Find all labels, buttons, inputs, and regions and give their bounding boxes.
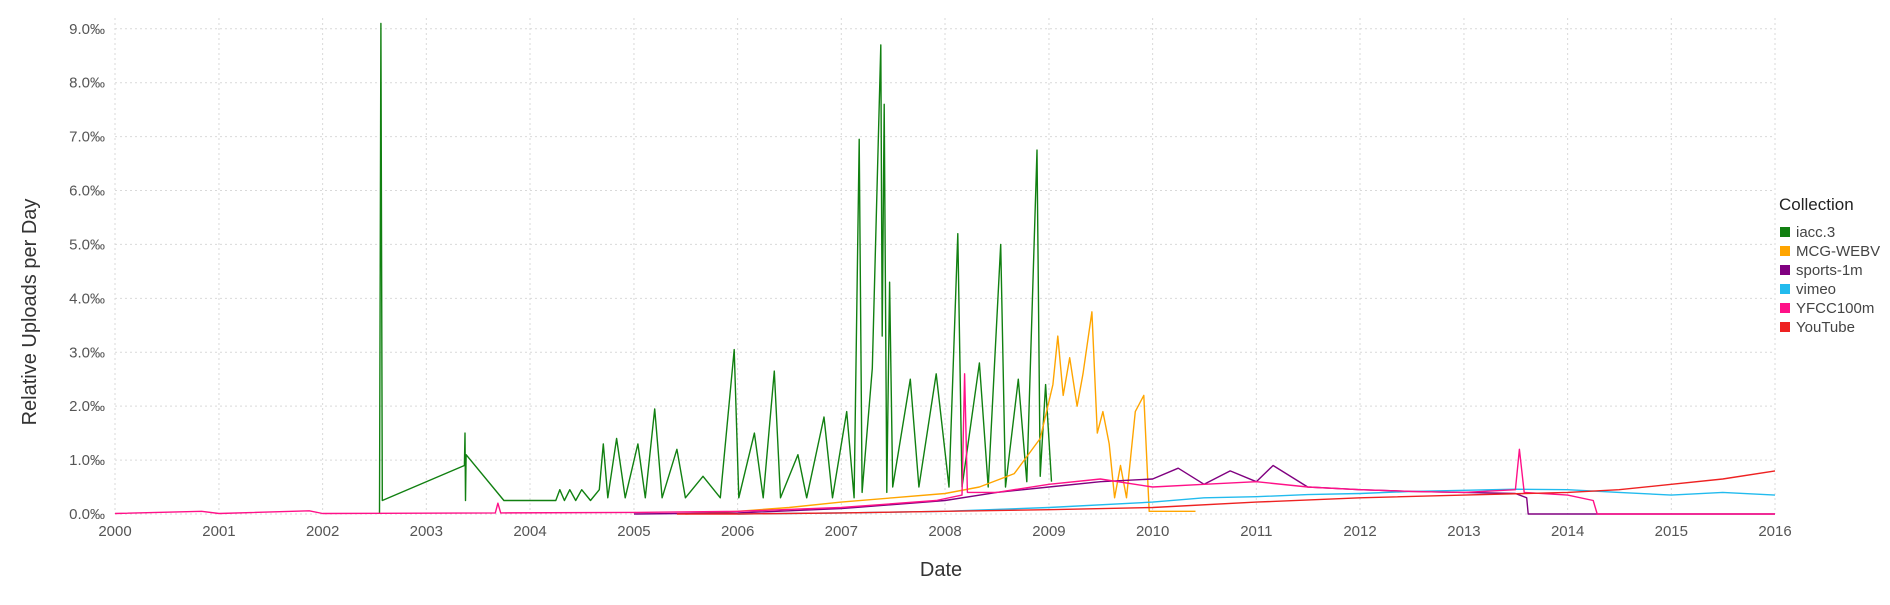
legend-title: Collection bbox=[1779, 195, 1854, 214]
x-gridlines bbox=[114, 18, 1776, 514]
legend-swatch bbox=[1780, 246, 1790, 256]
x-tick-label: 2010 bbox=[1136, 523, 1169, 540]
x-tick-label: 2011 bbox=[1240, 523, 1272, 540]
x-tick-label: 2006 bbox=[721, 523, 754, 540]
y-tick-label: 5.0‰ bbox=[69, 236, 105, 253]
x-tick-label: 2003 bbox=[410, 523, 443, 540]
x-tick-label: 2000 bbox=[98, 523, 131, 540]
y-tick-label: 9.0‰ bbox=[69, 21, 105, 38]
y-axis-title: Relative Uploads per Day bbox=[19, 199, 41, 426]
series-line-iacc-3 bbox=[378, 22, 1053, 515]
legend-label: vimeo bbox=[1796, 281, 1836, 298]
x-tick-label: 2009 bbox=[1032, 523, 1065, 540]
legend-label: YFCC100m bbox=[1796, 300, 1874, 317]
y-tick-label: 7.0‰ bbox=[69, 129, 105, 146]
legend-label: iacc.3 bbox=[1796, 224, 1835, 241]
x-tick-label: 2008 bbox=[928, 523, 961, 540]
legend-swatch bbox=[1780, 227, 1790, 237]
legend-label: sports-1m bbox=[1796, 262, 1863, 279]
series-line-sports-1m bbox=[633, 464, 1775, 515]
x-tick-label: 2007 bbox=[825, 523, 858, 540]
legend-label: MCG-WEBV bbox=[1796, 243, 1880, 260]
legend-label: YouTube bbox=[1796, 319, 1855, 336]
legend-items: iacc.3 MCG-WEBV sports-1m vimeo YFCC100m YouT… bbox=[1780, 224, 1880, 336]
legend-swatch bbox=[1780, 322, 1790, 332]
y-tick-label: 6.0‰ bbox=[69, 183, 105, 200]
y-axis-ticks: 0.0‰ 1.0‰ 2.0‰ 3.0‰ 4.0‰ 5.0‰ 6.0‰ 7.0‰ 8.0‰ 9.0‰ bbox=[69, 21, 105, 523]
series-line-mcg-webv bbox=[685, 311, 1196, 515]
x-tick-label: 2015 bbox=[1655, 523, 1688, 540]
legend: Collection iacc.3 MCG-WEBV sports-1m vimeo Y… bbox=[1779, 195, 1880, 336]
series-line-yfcc100m bbox=[114, 373, 1775, 515]
x-tick-label: 2005 bbox=[617, 523, 650, 540]
y-tick-label: 2.0‰ bbox=[69, 398, 105, 415]
x-tick-label: 2016 bbox=[1758, 523, 1791, 540]
x-tick-label: 2014 bbox=[1551, 523, 1584, 540]
x-tick-label: 2002 bbox=[306, 523, 339, 540]
legend-swatch bbox=[1780, 303, 1790, 313]
x-tick-label: 2001 bbox=[202, 523, 235, 540]
x-axis-title: Date bbox=[920, 559, 962, 581]
series-lines bbox=[114, 22, 1776, 515]
x-tick-label: 2012 bbox=[1343, 523, 1376, 540]
x-tick-label: 2013 bbox=[1447, 523, 1480, 540]
legend-swatch bbox=[1780, 284, 1790, 294]
y-gridlines bbox=[115, 28, 1775, 515]
series-line-youtube bbox=[676, 470, 1776, 515]
x-tick-label: 2004 bbox=[513, 523, 546, 540]
y-tick-label: 3.0‰ bbox=[69, 344, 105, 361]
y-tick-label: 0.0‰ bbox=[69, 506, 105, 523]
legend-swatch bbox=[1780, 265, 1790, 275]
y-tick-label: 1.0‰ bbox=[69, 452, 105, 469]
series-line-vimeo bbox=[737, 488, 1776, 515]
y-tick-label: 8.0‰ bbox=[69, 75, 105, 92]
x-axis-ticks: 2000 2001 2002 2003 2004 2005 2006 2007 2008 2009… bbox=[98, 523, 1791, 540]
y-tick-label: 4.0‰ bbox=[69, 290, 105, 307]
